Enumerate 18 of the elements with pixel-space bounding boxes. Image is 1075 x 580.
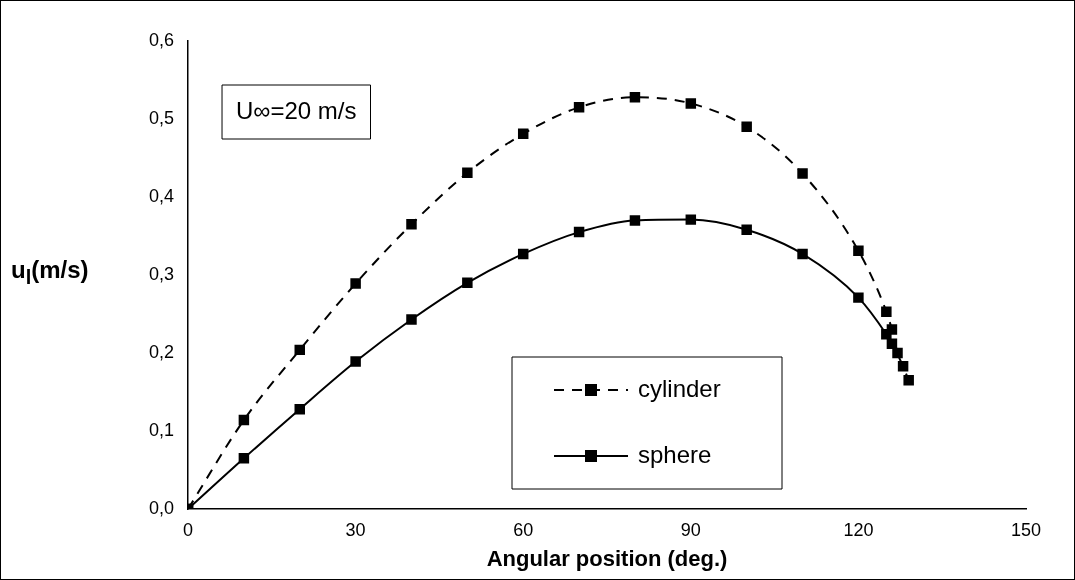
x-tick-label: 60 — [513, 519, 534, 540]
legend-label: sphere — [638, 440, 712, 468]
annotation: U∞=20 m/s — [236, 96, 357, 124]
y-tick-label: 0,0 — [148, 497, 175, 518]
x-tick-label: 30 — [345, 519, 366, 540]
y-tick-label: 0,6 — [148, 29, 175, 50]
y-tick-label: 0,3 — [148, 263, 175, 284]
legend-label: cylinder — [638, 374, 721, 402]
x-tick-label: 0 — [183, 519, 194, 540]
y-tick-label: 0,5 — [148, 107, 175, 128]
y-axis-title: u$_{l}$(m/s) — [11, 256, 89, 289]
y-tick-label: 0,2 — [148, 341, 175, 362]
y-tick-label: 0,1 — [148, 419, 175, 440]
x-axis-title: Angular position (deg.) — [486, 545, 728, 571]
x-tick-label: 120 — [843, 519, 874, 540]
y-tick-label: 0,4 — [148, 185, 175, 206]
x-tick-label: 150 — [1010, 519, 1042, 540]
x-tick-label: 90 — [680, 519, 701, 540]
